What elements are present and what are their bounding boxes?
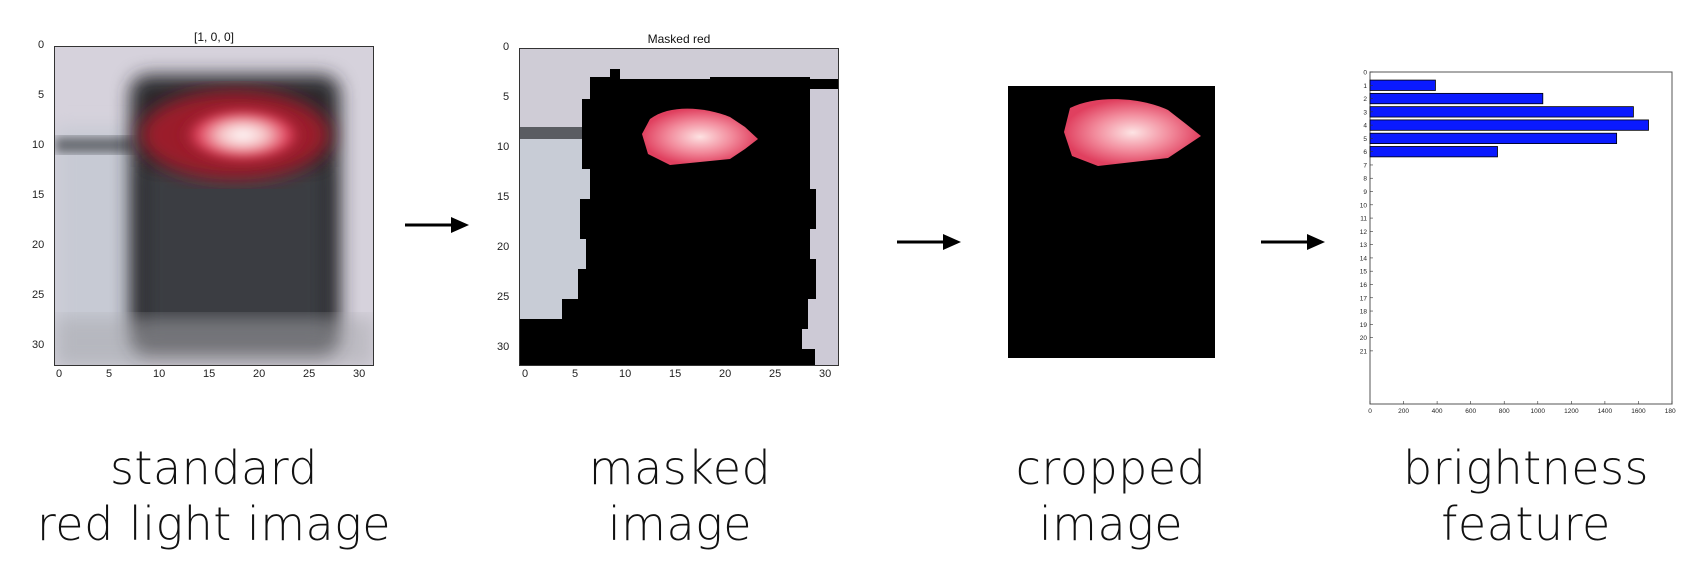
ytick: 5 [38,89,45,101]
ytick: 10 [497,141,510,153]
bar [1369,106,1634,118]
ytick: 30 [497,341,510,353]
caption-line: standard [109,441,319,495]
bar [1369,119,1649,131]
panel2-image [519,48,839,366]
ytick-label: 9 [1363,189,1367,196]
ytick: 15 [497,191,510,203]
xtick: 0 [522,368,529,380]
ytick: 5 [503,91,510,103]
ytick: 15 [32,189,45,201]
xtick-label: 1400 [1598,408,1613,414]
caption-line: masked [588,441,772,495]
xtick-label: 1600 [1631,408,1646,414]
ytick-label: 14 [1360,255,1368,262]
xtick-label: 200 [1398,408,1409,414]
xtick-label: 400 [1432,408,1443,414]
caption-masked-image: masked image [530,440,830,552]
arrow-right-icon [897,234,961,250]
xtick: 5 [106,368,113,380]
xtick: 10 [619,368,632,380]
bar [1369,79,1436,91]
xtick: 25 [303,368,316,380]
xtick-label: 600 [1465,408,1476,414]
ytick: 25 [497,291,510,303]
caption-line: feature [1441,497,1611,551]
caption-line: image [1038,497,1184,551]
ytick: 25 [32,289,45,301]
ytick: 20 [32,239,45,251]
ytick-label: 11 [1360,216,1367,223]
ytick-label: 6 [1363,149,1367,156]
bar [1369,146,1498,158]
bar [1369,132,1618,144]
masked-red-photo [520,49,838,365]
panel1-title: [1, 0, 0] [193,30,235,44]
xtick: 15 [203,368,216,380]
ytick: 10 [32,139,45,151]
xtick: 0 [56,368,63,380]
ytick-label: 5 [1363,136,1367,143]
caption-standard-red-light: standard red light image [24,440,404,552]
xtick-label: 1200 [1564,408,1579,414]
ytick-label: 0 [1363,70,1367,77]
caption-brightness-feature: brightness feature [1376,440,1676,552]
cropped-photo [1064,99,1201,166]
xtick-label: 1800 [1665,408,1676,414]
ytick-label: 1 [1363,83,1367,90]
xtick-label: 1000 [1531,408,1546,414]
xtick-label: 800 [1499,408,1510,414]
ytick-label: 21 [1360,348,1368,355]
ytick: 20 [497,241,510,253]
ytick-label: 10 [1360,202,1368,209]
ytick-label: 12 [1360,229,1368,236]
xtick: 30 [353,368,366,380]
ytick: 0 [38,39,45,51]
ytick-label: 4 [1363,123,1367,130]
xtick: 15 [669,368,682,380]
arrow-right-icon [1261,234,1325,250]
ytick: 30 [32,339,45,351]
ytick-label: 8 [1363,176,1367,183]
xtick: 20 [719,368,732,380]
ytick-label: 13 [1360,242,1368,249]
arrow-right-icon [405,217,469,233]
xtick-label: 0 [1368,408,1372,414]
panel3-image [1008,86,1215,358]
ytick-label: 19 [1360,322,1368,329]
red-light-photo [55,47,373,365]
ytick-label: 7 [1363,162,1367,169]
xtick: 5 [572,368,579,380]
caption-line: brightness [1402,441,1650,495]
xtick: 10 [153,368,166,380]
caption-cropped-image: cropped image [961,440,1261,552]
ytick-label: 16 [1360,282,1368,289]
caption-line: cropped [1015,441,1207,495]
bar [1369,92,1544,105]
ytick-label: 2 [1363,96,1367,103]
xtick: 20 [253,368,266,380]
ytick-label: 3 [1363,109,1367,116]
caption-line: image [607,497,753,551]
ytick: 0 [503,41,510,53]
caption-line: red light image [36,497,392,551]
xtick: 25 [769,368,782,380]
ytick-label: 17 [1360,295,1368,302]
xtick: 30 [819,368,832,380]
ytick-label: 15 [1360,269,1368,276]
panel1-image [54,46,374,366]
ytick-label: 20 [1360,335,1368,342]
ytick-label: 18 [1360,309,1368,316]
panel2-title: Masked red [647,32,711,46]
